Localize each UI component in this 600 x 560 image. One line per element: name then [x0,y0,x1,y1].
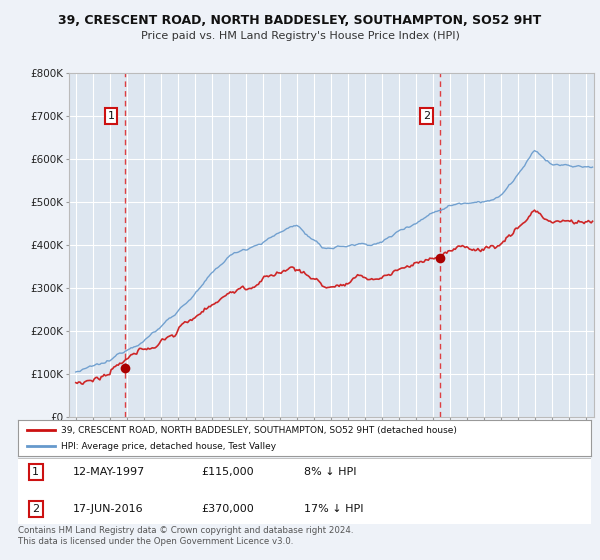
Text: Price paid vs. HM Land Registry's House Price Index (HPI): Price paid vs. HM Land Registry's House … [140,31,460,41]
Text: 1: 1 [32,467,40,477]
Text: Contains HM Land Registry data © Crown copyright and database right 2024.
This d: Contains HM Land Registry data © Crown c… [18,526,353,546]
Text: 12-MAY-1997: 12-MAY-1997 [73,467,145,477]
Text: 2: 2 [423,111,430,121]
Text: HPI: Average price, detached house, Test Valley: HPI: Average price, detached house, Test… [61,442,276,451]
Text: 2: 2 [32,504,40,514]
Text: 17% ↓ HPI: 17% ↓ HPI [305,504,364,514]
Text: 8% ↓ HPI: 8% ↓ HPI [305,467,357,477]
Text: £115,000: £115,000 [202,467,254,477]
Text: 39, CRESCENT ROAD, NORTH BADDESLEY, SOUTHAMPTON, SO52 9HT: 39, CRESCENT ROAD, NORTH BADDESLEY, SOUT… [58,14,542,27]
Text: 39, CRESCENT ROAD, NORTH BADDESLEY, SOUTHAMPTON, SO52 9HT (detached house): 39, CRESCENT ROAD, NORTH BADDESLEY, SOUT… [61,426,457,435]
Text: £370,000: £370,000 [202,504,254,514]
Text: 1: 1 [107,111,115,121]
Text: 17-JUN-2016: 17-JUN-2016 [73,504,143,514]
